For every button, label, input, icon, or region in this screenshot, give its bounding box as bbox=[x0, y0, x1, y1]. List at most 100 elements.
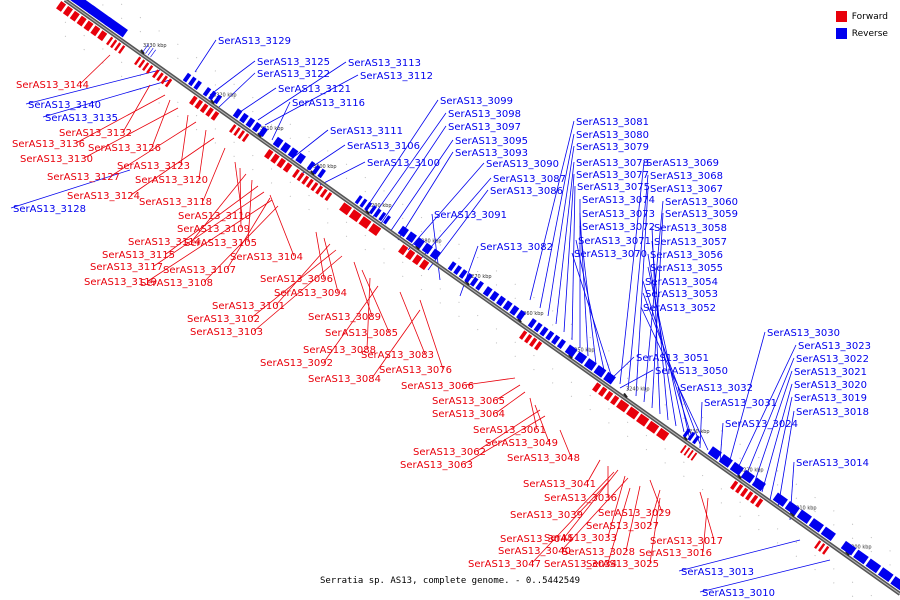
forward-gene-arrow bbox=[683, 447, 691, 456]
reverse-leader-line bbox=[289, 129, 329, 161]
forward-gene-label: SerAS13_3127 bbox=[47, 172, 120, 183]
reverse-gene-label: SerAS13_3116 bbox=[292, 98, 365, 109]
forward-leader-line bbox=[649, 497, 661, 564]
forward-gene-arrow bbox=[164, 78, 173, 88]
reverse-gene-arrow bbox=[509, 305, 520, 316]
forward-gene-label: SerAS13_3089 bbox=[308, 312, 381, 323]
forward-gene-arrow bbox=[276, 157, 287, 169]
forward-leader-line bbox=[649, 489, 661, 526]
reverse-gene-arrow bbox=[751, 477, 766, 492]
reverse-gene-arrow bbox=[429, 248, 441, 261]
reverse-gene-arrow bbox=[359, 198, 368, 208]
reverse-gene-label: SerAS13_3112 bbox=[360, 71, 433, 82]
reverse-leader-line bbox=[271, 101, 291, 141]
reverse-leader-line bbox=[539, 133, 575, 309]
reverse-gene-arrow bbox=[692, 435, 700, 445]
reverse-leader-line bbox=[379, 125, 447, 226]
reverse-gene-arrow bbox=[820, 526, 836, 542]
reverse-gene-arrow bbox=[232, 108, 243, 119]
reverse-gene-arrow bbox=[877, 567, 894, 583]
reverse-gene-arrow bbox=[354, 195, 363, 205]
forward-gene-label: SerAS13_3066 bbox=[401, 381, 474, 392]
forward-leader-line bbox=[625, 485, 641, 552]
forward-gene-arrow bbox=[264, 148, 274, 160]
forward-gene-label: SerAS13_3109 bbox=[177, 224, 250, 235]
forward-gene-label: SerAS13_3144 bbox=[16, 80, 89, 91]
forward-leader-line bbox=[275, 243, 331, 306]
reverse-gene-arrow bbox=[280, 142, 291, 154]
reverse-gene-arrow bbox=[603, 371, 616, 385]
forward-leader-line bbox=[573, 471, 615, 515]
forward-gene-arrow bbox=[233, 127, 241, 137]
reverse-gene-label: SerAS13_3081 bbox=[576, 117, 649, 128]
reverse-leader-line bbox=[371, 112, 447, 219]
forward-gene-arrow bbox=[229, 124, 237, 134]
forward-gene-arrow bbox=[134, 56, 142, 66]
forward-leader-line bbox=[250, 249, 337, 319]
forward-leader-line bbox=[476, 409, 541, 452]
forward-gene-arrow bbox=[83, 20, 94, 32]
forward-gene-arrow bbox=[735, 484, 744, 494]
forward-leader-line bbox=[269, 194, 295, 257]
reverse-gene-label: SerAS13_3106 bbox=[347, 141, 420, 152]
forward-gene-label: SerAS13_3044 bbox=[500, 534, 573, 545]
reverse-gene-label: SerAS13_3060 bbox=[665, 197, 738, 208]
reverse-gene-arrow bbox=[142, 44, 149, 52]
reverse-gene-arrow bbox=[447, 261, 457, 272]
forward-leader-line bbox=[699, 491, 715, 541]
reverse-gene-label: SerAS13_3091 bbox=[434, 210, 507, 221]
reverse-gene-label: SerAS13_3059 bbox=[665, 209, 738, 220]
reverse-leader-line bbox=[737, 344, 797, 469]
reverse-leader-line bbox=[194, 39, 217, 73]
forward-leader-line bbox=[247, 179, 253, 243]
forward-leader-line bbox=[561, 477, 629, 551]
scale-tick-label: 3280 kbp bbox=[418, 239, 442, 245]
scale-tick-label: 3270 kbp bbox=[468, 274, 492, 280]
reverse-leader-line bbox=[642, 292, 701, 445]
forward-gene-arrow bbox=[205, 107, 214, 117]
reverse-leader-line bbox=[547, 145, 575, 317]
forward-leader-line bbox=[239, 167, 242, 229]
forward-leader-line bbox=[366, 277, 371, 350]
reverse-gene-arrow bbox=[312, 164, 321, 175]
reverse-gene-arrow bbox=[373, 208, 382, 218]
forward-gene-arrow bbox=[76, 15, 87, 27]
forward-gene-label: SerAS13_3130 bbox=[20, 154, 93, 165]
reverse-gene-arrow bbox=[405, 231, 417, 243]
forward-leader-line bbox=[361, 269, 390, 333]
reverse-gene-arrow bbox=[145, 46, 151, 54]
forward-leader-line bbox=[202, 147, 226, 202]
scale-tick-label: 3250 kbp bbox=[571, 347, 595, 353]
forward-gene-arrow bbox=[97, 30, 108, 42]
reverse-gene-label: SerAS13_3128 bbox=[13, 204, 86, 215]
reverse-gene-arrow bbox=[840, 540, 857, 556]
reverse-gene-arrow bbox=[258, 126, 268, 137]
forward-gene-arrow bbox=[296, 172, 305, 182]
forward-leader-line bbox=[122, 84, 151, 133]
forward-gene-label: SerAS13_3101 bbox=[212, 301, 285, 312]
genome-caption: Serratia sp. AS13, complete genome. - 0.… bbox=[319, 576, 581, 586]
reverse-gene-label: SerAS13_3072 bbox=[582, 222, 655, 233]
reverse-leader-line bbox=[217, 72, 256, 109]
forward-gene-label: SerAS13_3027 bbox=[586, 521, 659, 532]
scale-tick-label: 3220 kbp bbox=[740, 468, 764, 474]
reverse-gene-label: SerAS13_3068 bbox=[650, 171, 723, 182]
forward-leader-line bbox=[130, 137, 215, 196]
scale-tick-label: 3310 kbp bbox=[260, 126, 284, 132]
reverse-leader-line bbox=[647, 253, 677, 427]
reverse-gene-label: SerAS13_3014 bbox=[796, 458, 869, 469]
forward-gene-label: SerAS13_3048 bbox=[507, 453, 580, 464]
reverse-gene-arrow bbox=[104, 17, 128, 38]
reverse-gene-label: SerAS13_3074 bbox=[582, 195, 655, 206]
reverse-gene-label: SerAS13_3024 bbox=[725, 419, 798, 430]
gene-features bbox=[56, 0, 900, 591]
reverse-gene-label: SerAS13_3030 bbox=[767, 328, 840, 339]
forward-gene-label: SerAS13_3124 bbox=[67, 191, 140, 202]
reverse-gene-arrow bbox=[193, 80, 202, 91]
forward-gene-arrow bbox=[106, 36, 114, 46]
forward-gene-label: SerAS13_3104 bbox=[230, 252, 303, 263]
leader-lines bbox=[10, 39, 831, 593]
scale-tick-label: 3260 kbp bbox=[520, 311, 544, 317]
reverse-gene-arrow bbox=[364, 201, 373, 212]
forward-leader-line bbox=[463, 415, 546, 465]
